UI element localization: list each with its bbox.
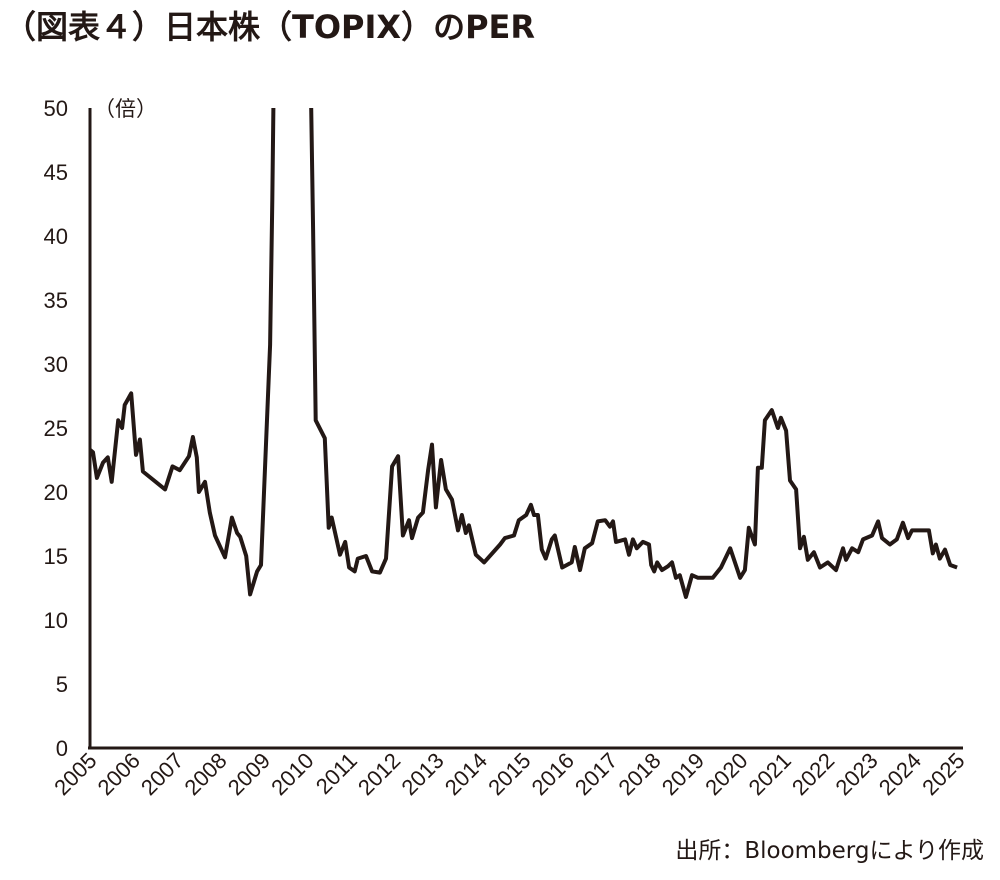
y-tick-label: 25 <box>44 416 68 441</box>
x-tick-label: 2021 <box>744 748 796 800</box>
x-tick-label: 2017 <box>570 748 622 800</box>
y-tick-label: 45 <box>44 160 68 185</box>
x-tick-label: 2019 <box>657 748 709 800</box>
y-tick-label: 10 <box>44 608 68 633</box>
y-tick-label: 35 <box>44 288 68 313</box>
y-unit: （倍） <box>94 97 157 121</box>
x-tick-label: 2007 <box>136 748 188 800</box>
x-tick-label: 2006 <box>93 748 145 800</box>
data-line <box>88 108 958 599</box>
x-tick-label: 2022 <box>787 748 839 800</box>
y-tick-label: 0 <box>56 736 68 761</box>
y-tick-label: 5 <box>56 672 68 697</box>
x-tick-label: 2012 <box>353 748 405 800</box>
x-tick-label: 2009 <box>223 748 275 800</box>
x-tick-label: 2015 <box>483 748 535 800</box>
x-tick-label: 2023 <box>830 748 882 800</box>
x-tick-label: 2020 <box>700 748 752 800</box>
x-tick-label: 2008 <box>179 748 231 800</box>
x-tick-label: 2016 <box>527 748 579 800</box>
y-tick-label: 15 <box>44 544 68 569</box>
x-tick-label: 2014 <box>440 748 492 800</box>
x-tick-label: 2013 <box>396 748 448 800</box>
x-tick-label: 2024 <box>874 748 926 800</box>
source-note: 出所：Bloombergにより作成 <box>675 838 984 864</box>
chart-title: （図表４）日本株（TOPIX）のPER <box>4 8 535 46</box>
y-tick-label: 30 <box>44 352 68 377</box>
x-tick-label: 2018 <box>613 748 665 800</box>
x-tick-label: 2010 <box>266 748 318 800</box>
y-tick-label: 40 <box>44 224 68 249</box>
y-tick-label: 20 <box>44 480 68 505</box>
x-tick-label: 2011 <box>311 748 362 799</box>
x-tick-label: 2025 <box>917 748 969 800</box>
y-tick-label: 50 <box>44 96 68 121</box>
